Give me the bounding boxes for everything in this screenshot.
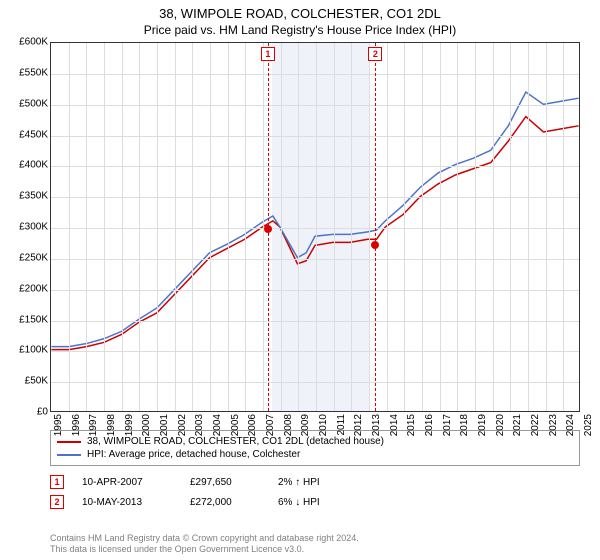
y-axis-tick: £150K [19,314,48,325]
sale-row-diff: 6% ↓ HPI [278,497,358,508]
x-axis-tick: 2018 [459,414,470,436]
sale-marker-box: 2 [368,47,382,61]
x-axis-tick: 2017 [442,414,453,436]
x-axis-tick: 2012 [353,414,364,436]
x-axis-tick: 2023 [548,414,559,436]
sale-row-price: £272,000 [190,497,260,508]
x-axis-tick: 2016 [424,414,435,436]
sale-row-diff: 2% ↑ HPI [278,477,358,488]
x-axis-tick: 2009 [300,414,311,436]
x-axis-tick: 2025 [583,414,594,436]
sale-marker-dot [264,225,272,233]
y-axis-tick: £100K [19,345,48,356]
x-axis-tick: 2015 [406,414,417,436]
sale-row-price: £297,650 [190,477,260,488]
x-axis-tick: 2005 [230,414,241,436]
legend-item: HPI: Average price, detached house, Colc… [57,448,573,461]
sale-row-marker: 2 [50,495,64,509]
legend-label: 38, WIMPOLE ROAD, COLCHESTER, CO1 2DL (d… [87,436,384,447]
sale-marker-box: 1 [261,47,275,61]
footer-text: Contains HM Land Registry data © Crown c… [50,533,359,556]
x-axis-tick: 2008 [283,414,294,436]
x-axis-tick: 2022 [530,414,541,436]
sale-marker-dot [371,241,379,249]
sale-row-marker: 1 [50,475,64,489]
x-axis-tick: 2014 [389,414,400,436]
footer-line-1: Contains HM Land Registry data © Crown c… [50,533,359,545]
x-axis-tick: 2006 [247,414,258,436]
y-axis-tick: £400K [19,160,48,171]
chart-subtitle: Price paid vs. HM Land Registry's House … [0,23,600,37]
y-axis-tick: £500K [19,98,48,109]
chart-title: 38, WIMPOLE ROAD, COLCHESTER, CO1 2DL [0,6,600,21]
x-axis-tick: 2001 [159,414,170,436]
x-axis-tick: 2002 [177,414,188,436]
legend-label: HPI: Average price, detached house, Colc… [87,449,300,460]
x-axis-tick: 1997 [88,414,99,436]
x-axis-tick: 2024 [565,414,576,436]
sale-row: 1 10-APR-2007 £297,650 2% ↑ HPI [50,472,580,492]
legend-swatch [57,441,81,443]
x-axis-tick: 2019 [477,414,488,436]
x-axis-tick: 2011 [336,414,347,436]
y-axis-tick: £0 [37,407,48,418]
y-axis-tick: £350K [19,191,48,202]
x-axis-tick: 2020 [495,414,506,436]
footer-line-2: This data is licensed under the Open Gov… [50,544,359,556]
legend-swatch [57,454,81,456]
x-axis-tick: 2007 [265,414,276,436]
y-axis-tick: £600K [19,37,48,48]
x-axis-tick: 2003 [194,414,205,436]
sale-row-date: 10-APR-2007 [82,477,172,488]
chart-plot-area: 12 [50,42,580,412]
x-axis-tick: 2004 [212,414,223,436]
x-axis-tick: 2000 [141,414,152,436]
x-axis-tick: 2021 [512,414,523,436]
y-axis-tick: £50K [25,376,48,387]
x-axis-tick: 1999 [124,414,135,436]
x-axis-tick: 1996 [71,414,82,436]
x-axis-tick: 2010 [318,414,329,436]
y-axis-tick: £250K [19,252,48,263]
sale-marker-line [375,43,376,411]
legend-item: 38, WIMPOLE ROAD, COLCHESTER, CO1 2DL (d… [57,435,573,448]
x-axis-tick: 1998 [106,414,117,436]
sale-rows: 1 10-APR-2007 £297,650 2% ↑ HPI 2 10-MAY-2013… [50,472,580,512]
y-axis-tick: £550K [19,67,48,78]
sale-row: 2 10-MAY-2013 £272,000 6% ↓ HPI [50,492,580,512]
series-line-hpi [51,92,578,347]
y-axis-tick: £300K [19,222,48,233]
sale-row-date: 10-MAY-2013 [82,497,172,508]
x-axis-tick: 2013 [371,414,382,436]
series-line-property [51,117,578,350]
y-axis-tick: £450K [19,129,48,140]
chart-lines [51,43,579,411]
y-axis-tick: £200K [19,283,48,294]
x-axis-tick: 1995 [53,414,64,436]
legend-block: 38, WIMPOLE ROAD, COLCHESTER, CO1 2DL (d… [50,430,580,512]
